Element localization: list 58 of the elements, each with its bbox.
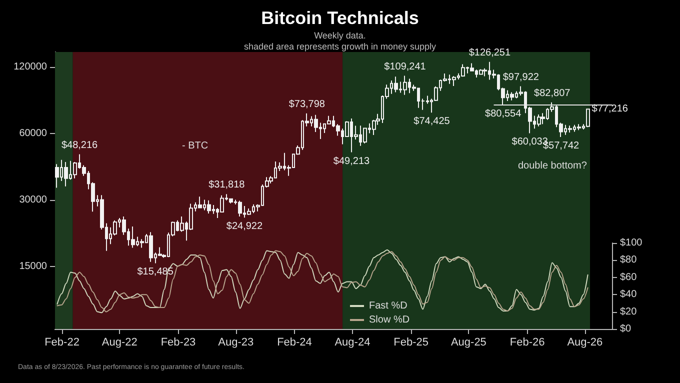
- annotation: $82,807: [534, 88, 571, 99]
- candlestick: [247, 208, 251, 216]
- annotation: $109,241: [384, 61, 426, 72]
- annotation: double bottom?: [518, 160, 588, 172]
- candlestick: [64, 161, 68, 187]
- y-tick-label: 15000: [19, 260, 48, 272]
- x-tick-label: Aug-23: [218, 336, 254, 348]
- annotation: $73,798: [288, 98, 326, 110]
- y2-tick-label: $60: [620, 272, 638, 283]
- y-tick-label: 60000: [19, 128, 48, 139]
- candlestick: [149, 232, 153, 262]
- candlestick: [131, 226, 135, 248]
- x-tick-label: Feb-22: [44, 336, 80, 348]
- chart-subtitle: Weekly data. shaded area represents growth in money supply: [244, 30, 437, 52]
- candlestick: [207, 200, 211, 214]
- candlestick: [568, 125, 572, 133]
- legend-label: Slow %D: [369, 314, 410, 326]
- candlestick: [238, 200, 242, 217]
- annotation: $74,425: [414, 116, 450, 128]
- x-tick-label: Feb-25: [394, 336, 428, 348]
- candlestick: [229, 198, 233, 204]
- legend-label: Fast %D: [369, 300, 408, 312]
- annotation: - BTC: [182, 140, 208, 152]
- candlestick: [55, 164, 59, 188]
- candlestick: [394, 76, 398, 93]
- x-tick-label: Feb-24: [277, 336, 312, 348]
- y-tick-label: 30000: [19, 194, 48, 206]
- x-tick-label: Feb-26: [510, 336, 545, 348]
- annotation: $77,216: [592, 104, 628, 115]
- y2-tick-label: $80: [620, 254, 638, 266]
- candlestick: [198, 196, 202, 209]
- candlestick: [577, 124, 581, 131]
- candlestick: [363, 127, 367, 144]
- y2-tick-label: $0: [620, 324, 632, 334]
- x-tick-label: Aug-24: [334, 336, 370, 348]
- candlestick: [586, 108, 590, 128]
- y2-tick-label: $100: [620, 238, 643, 248]
- y2-tick-label: $40: [620, 289, 638, 300]
- annotation: $24,922: [226, 221, 263, 232]
- candlestick: [479, 68, 483, 76]
- annotation: $80,554: [485, 108, 522, 120]
- candlestick: [537, 114, 541, 127]
- chart-title: Bitcoin Technicals: [261, 8, 419, 28]
- x-tick-label: Feb-23: [160, 336, 196, 348]
- annotation: $97,922: [502, 72, 540, 83]
- candlestick: [461, 64, 465, 78]
- annotation: $49,213: [333, 156, 370, 167]
- candlestick: [403, 75, 407, 96]
- x-tick-label: Aug-22: [102, 336, 138, 348]
- y2-tick-label: $20: [620, 306, 638, 318]
- x-tick-label: Aug-26: [567, 336, 603, 348]
- annotation: $31,818: [208, 180, 246, 191]
- y-tick-label: 120000: [14, 61, 48, 72]
- x-tick-label: Aug-25: [450, 336, 486, 348]
- annotation: $48,216: [61, 140, 98, 151]
- candlestick: [510, 92, 514, 101]
- candlestick: [452, 76, 456, 87]
- annotation: $126,251: [468, 47, 511, 58]
